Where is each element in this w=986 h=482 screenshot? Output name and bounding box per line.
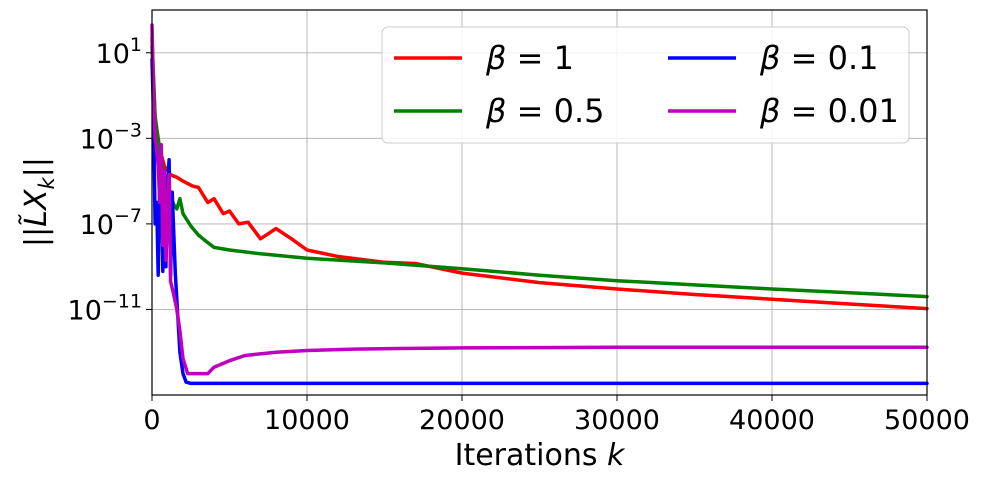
x-tick-label: 20000: [419, 405, 505, 436]
legend-box: [381, 26, 910, 144]
legend-item: β = 0.01: [668, 92, 899, 130]
x-tick-label: 30000: [574, 405, 660, 436]
legend-item: β = 1: [394, 39, 574, 77]
plot-frame: [151, 9, 928, 396]
legend-item: β = 0.1: [668, 39, 878, 77]
series-line-1: [150, 36, 929, 311]
x-tick-label: 10000: [264, 405, 350, 436]
y-tick-label: 10−3: [80, 119, 142, 155]
legend-item: β = 0.5: [394, 92, 604, 130]
legend-label: β = 1: [485, 39, 574, 77]
x-tick-label: 40000: [729, 405, 815, 436]
x-axis-label: Iterations k: [455, 438, 626, 473]
legend: β = 1 β = 0.5 β = 0.1 β = 0.01: [381, 26, 910, 144]
legend-label: β = 0.1: [759, 39, 878, 77]
y-axis-label: ||L̃Xk||: [19, 157, 59, 247]
y-tick-label: 10−11: [68, 290, 142, 326]
legend-label: β = 0.01: [759, 92, 899, 130]
y-tick-label: 101: [96, 34, 142, 70]
x-tick-label: 0: [143, 405, 160, 436]
x-tick-label: 50000: [884, 405, 970, 436]
series-line-4: [150, 23, 929, 376]
legend-label: β = 0.5: [485, 92, 604, 130]
y-tick-label: 10−7: [80, 205, 142, 241]
x-axis-ticks: 0 10000 20000 30000 40000 50000: [143, 395, 970, 436]
y-axis-ticks: 10−11 10−7 10−3 101: [68, 34, 152, 326]
series-lines: [150, 23, 929, 386]
